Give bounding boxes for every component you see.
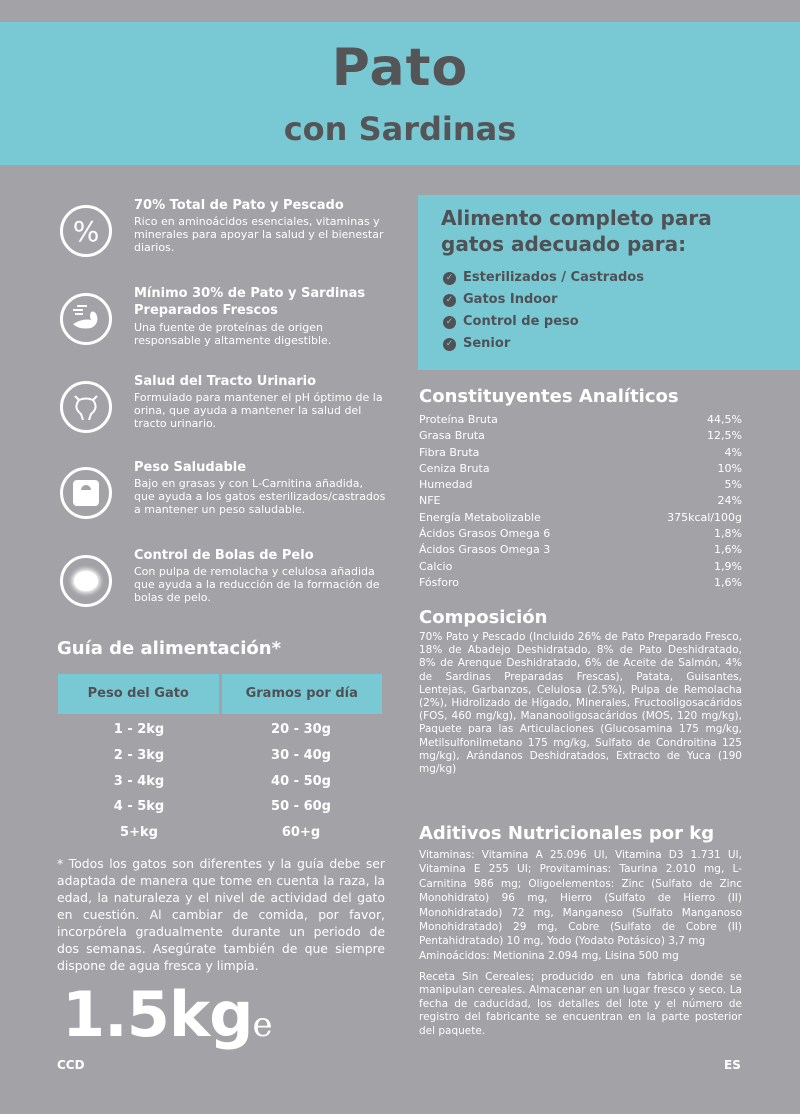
analytical-row: Grasa Bruta 12,5% — [419, 428, 742, 444]
analytical-row: Ácidos Grasos Omega 3 1,6% — [419, 542, 742, 558]
analytical-row: Fibra Bruta 4% — [419, 445, 742, 461]
feeding-table: Peso del Gato Gramos por día 1 - 2kg 20 -… — [58, 674, 382, 846]
analytical-table: Proteína Bruta 44,5% Grasa Bruta 12,5% Fibra… — [419, 412, 742, 591]
feeding-guide-title: Guía de alimentación* — [57, 638, 281, 659]
nutrient-value: 1,6% — [714, 575, 742, 589]
additives-title: Aditivos Nutricionales por kg — [419, 823, 715, 844]
analytical-row: NFE 24% — [419, 493, 742, 509]
feature-text: Rico en aminoácidos esenciales, vitamina… — [134, 215, 384, 254]
suitable-item: ✓ Senior — [443, 333, 644, 355]
feature-title: 70% Total de Pato y Pescado — [134, 198, 344, 213]
amino-acids-text: Aminoácidos: Metionina 2.094 mg, Lisina … — [419, 949, 679, 962]
feature-text: Bajo en grasas y con L-Carnitina añadida… — [134, 477, 386, 516]
grams-per-day: 40 - 50g — [271, 773, 331, 789]
nutrient-value: 375kcal/100g — [667, 510, 742, 524]
feature-title: Salud del Tracto Urinario — [134, 374, 317, 389]
analytical-row: Calcio 1,9% — [419, 559, 742, 575]
analytical-row: Ceniza Bruta 10% — [419, 461, 742, 477]
feature-title: Control de Bolas de Pelo — [134, 548, 314, 563]
estimated-sign: e — [252, 1005, 272, 1045]
nutrient-name: Grasa Bruta — [419, 429, 485, 443]
hairball-icon — [60, 555, 112, 607]
nutrient-value: 5% — [724, 478, 742, 492]
composition-text: 70% Pato y Pescado (Incluido 26% de Pato… — [419, 631, 742, 776]
analytical-row: Ácidos Grasos Omega 6 1,8% — [419, 526, 742, 542]
nutrient-name: NFE — [419, 494, 441, 508]
feeding-row: 1 - 2kg 20 - 30g — [58, 717, 382, 743]
nutrient-value: 24% — [717, 494, 742, 508]
nutrient-value: 1,8% — [714, 527, 742, 541]
feature-text: Una fuente de proteínas de origen respon… — [134, 321, 332, 347]
composition-title: Composición — [419, 607, 548, 628]
percent-icon: % — [60, 205, 112, 257]
cat-weight: 1 - 2kg — [113, 722, 165, 737]
nutrient-value: 12,5% — [707, 429, 742, 443]
nutrient-value: 44,5% — [707, 413, 742, 426]
bladder-icon — [60, 381, 112, 433]
grams-per-day: 50 - 60g — [271, 799, 331, 815]
nutrient-name: Fósforo — [419, 575, 460, 589]
check-icon: ✓ — [443, 293, 456, 307]
product-subtitle: con Sardinas — [283, 110, 517, 148]
suitable-for-panel: Alimento completo para gatos adecuado pa… — [418, 195, 800, 370]
net-weight: 1.5kge — [62, 978, 273, 1051]
cat-weight: 4 - 5kg — [113, 799, 165, 815]
nutrient-name: Ceniza Bruta — [419, 461, 490, 475]
feeding-row: 3 - 4kg 40 - 50g — [58, 769, 382, 795]
suitable-item: ✓ Gatos Indoor — [443, 289, 644, 311]
feature-text: Formulado para mantener el pH óptimo de … — [134, 391, 383, 430]
scale-icon — [60, 467, 112, 519]
nutrient-name: Calcio — [419, 559, 453, 573]
column-header: Peso del Gato — [58, 674, 219, 714]
nutrient-name: Proteína Bruta — [419, 413, 498, 426]
feature-title: Mínimo 30% de Pato y Sardinas Preparados… — [134, 286, 366, 318]
nutrient-value: 4% — [724, 445, 742, 459]
suitable-item: ✓ Control de peso — [443, 311, 644, 333]
analytical-row: Fósforo 1,6% — [419, 575, 742, 591]
nutrient-name: Fibra Bruta — [419, 445, 480, 459]
grams-per-day: 30 - 40g — [271, 747, 331, 763]
cat-weight: 3 - 4kg — [113, 773, 165, 789]
nutrient-value: 10% — [717, 461, 742, 475]
feeding-row: 4 - 5kg 50 - 60g — [58, 794, 382, 820]
additives-text: Vitaminas: Vitamina A 25.096 UI, Vitamin… — [419, 849, 742, 962]
footer-language: ES — [724, 1058, 741, 1072]
analytical-title: Constituyentes Analíticos — [419, 386, 679, 407]
suitable-title: Alimento completo para gatos adecuado pa… — [441, 206, 712, 256]
title-banner — [0, 22, 800, 165]
feature-title: Peso Saludable — [134, 460, 247, 475]
nutrient-name: Energía Metabolizable — [419, 510, 541, 524]
analytical-row: Proteína Bruta 44,5% — [419, 412, 742, 428]
grams-per-day: 60+g — [281, 825, 321, 841]
nutrient-name: Ácidos Grasos Omega 3 — [419, 543, 551, 557]
grams-per-day: 20 - 30g — [271, 722, 331, 737]
cat-weight: 2 - 3kg — [113, 747, 165, 763]
nutrient-name: Ácidos Grasos Omega 6 — [419, 527, 551, 541]
feeding-row: 5+kg 60+g — [58, 820, 382, 846]
feeding-row: 2 - 3kg 30 - 40g — [58, 743, 382, 769]
nutrient-name: Humedad — [419, 478, 473, 492]
nutrient-value: 1,6% — [714, 543, 742, 557]
product-title: Pato — [331, 38, 469, 98]
check-icon: ✓ — [443, 337, 456, 351]
check-icon: ✓ — [443, 271, 456, 285]
duck-fish-icon — [60, 293, 112, 345]
analytical-row: Humedad 5% — [419, 477, 742, 493]
feeding-table-header: Peso del Gato Gramos por día — [58, 674, 382, 714]
feeding-footnote: * Todos los gatos son diferentes y la gu… — [57, 856, 385, 973]
check-icon: ✓ — [443, 315, 456, 329]
column-header: Gramos por día — [221, 674, 382, 714]
suitable-item: ✓ Esterilizados / Castrados — [443, 267, 644, 289]
analytical-row: Energía Metabolizable 375kcal/100g — [419, 510, 742, 526]
footer-code-left: CCD — [57, 1058, 85, 1072]
feature-text: Con pulpa de remolacha y celulosa añadid… — [134, 565, 380, 604]
nutrient-value: 1,9% — [714, 559, 742, 573]
cat-weight: 5+kg — [120, 825, 158, 841]
storage-text: Receta Sin Cereales; producido en una fa… — [419, 971, 742, 1037]
